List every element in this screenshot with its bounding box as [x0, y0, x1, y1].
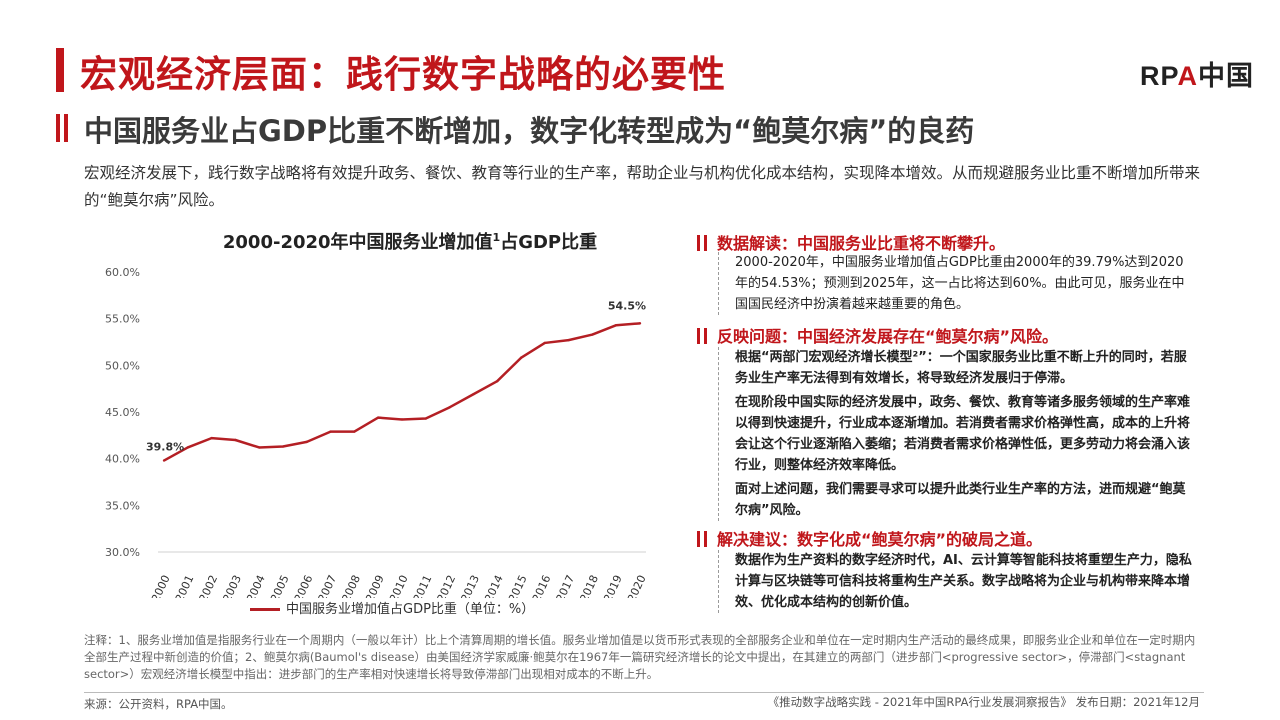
- data-point: [353, 430, 356, 433]
- y-tick-label: 60.0%: [105, 266, 140, 279]
- subtitle-accent-bars: [56, 114, 70, 142]
- x-tick-label: 2004: [244, 573, 268, 598]
- logo-text-cn: 中国: [1198, 61, 1255, 91]
- source-note: 来源：公开资料，RPA中国。: [84, 697, 233, 711]
- data-point: [448, 406, 451, 409]
- data-point: [638, 322, 642, 325]
- x-tick-label: 2013: [458, 573, 482, 598]
- y-tick-label: 40.0%: [105, 453, 140, 466]
- title-accent-bar: [56, 48, 64, 92]
- y-tick-label: 35.0%: [105, 499, 140, 512]
- section-accent-bars: [697, 235, 711, 251]
- footer-divider: [84, 692, 1204, 693]
- section-paragraph: 在现阶段中国实际的经济发展中，政务、餐饮、教育等诸多服务领域的生产率难以得到快速…: [735, 395, 1191, 473]
- data-point: [258, 446, 261, 449]
- legend-swatch: [250, 608, 280, 611]
- x-tick-label: 2016: [530, 573, 554, 598]
- data-label-first: 39.8%: [146, 441, 184, 454]
- section-data-interpretation-body: 2000-2020年，中国服务业增加值占GDP比重由2000年的39.79%达到…: [718, 252, 1195, 315]
- x-tick-label: 2006: [292, 573, 316, 598]
- data-point: [519, 356, 523, 360]
- section-paragraph: 数据作为生产资料的数字经济时代，AI、云计算等智能科技将重塑生产力，隐私计算与区…: [735, 553, 1192, 610]
- publication-info: 《推动数字战略实践 - 2021年中国RPA行业发展洞察报告》 发布日期：202…: [767, 695, 1200, 709]
- section-solution-heading: 解决建议：数字化成“鲍莫尔病”的破局之道。: [697, 526, 1042, 550]
- x-tick-label: 2011: [411, 573, 435, 598]
- x-tick-label: 2014: [482, 573, 506, 598]
- data-point: [472, 393, 475, 396]
- legend-label: 中国服务业增加值占GDP比重（单位：%）: [286, 602, 535, 617]
- section-problem-body: 根据“两部门宏观经济增长模型²”：一个国家服务业比重不断上升的同时，若服务业生产…: [718, 347, 1195, 521]
- page-title: 宏观经济层面：践行数字战略的必要性: [80, 53, 726, 96]
- chart-title-tail: 占GDP比重: [500, 232, 598, 253]
- chart-title-footnote-ref: 1: [492, 231, 501, 244]
- x-tick-label: 2010: [387, 573, 411, 598]
- y-tick-label: 55.0%: [105, 313, 140, 326]
- section-heading-text: 反映问题：中国经济发展存在“鲍莫尔病”风险。: [717, 327, 1059, 346]
- footnotes: 注释：1、服务业增加值是指服务行业在一个周期内（一般以年计）比上个清算周期的增长…: [84, 633, 1196, 681]
- section-heading-text: 解决建议：数字化成“鲍莫尔病”的破局之道。: [717, 530, 1043, 549]
- x-tick-label: 2001: [173, 573, 197, 598]
- chart-title-main: 2000-2020年中国服务业增加值: [222, 232, 493, 253]
- data-point: [615, 324, 618, 327]
- section-paragraph: 根据“两部门宏观经济增长模型²”：一个国家服务业比重不断上升的同时，若服务业生产…: [735, 350, 1187, 386]
- data-point: [424, 417, 427, 420]
- data-label-last: 54.5%: [608, 299, 646, 312]
- rpa-china-logo: RPA中国: [1140, 54, 1254, 93]
- data-point: [377, 416, 380, 419]
- section-solution-body: 数据作为生产资料的数字经济时代，AI、云计算等智能科技将重塑生产力，隐私计算与区…: [718, 550, 1195, 613]
- y-tick-label: 45.0%: [105, 406, 140, 419]
- x-tick-label: 2003: [220, 573, 244, 598]
- data-point: [400, 418, 404, 421]
- data-point: [329, 430, 332, 433]
- data-point: [162, 459, 166, 462]
- service-gdp-line-chart: 30.0%35.0%40.0%45.0%50.0%55.0%60.0%2000 2…: [105, 266, 649, 598]
- data-point: [186, 446, 189, 449]
- y-tick-label: 50.0%: [105, 359, 140, 372]
- section-problem-heading: 反映问题：中国经济发展存在“鲍莫尔病”风险。: [697, 323, 1058, 347]
- section-accent-bars: [697, 328, 711, 344]
- x-tick-label: 2005: [268, 573, 292, 598]
- data-point: [567, 338, 570, 342]
- chart-legend: 中国服务业增加值占GDP比重（单位：%）: [250, 598, 650, 617]
- chart-title: 2000-2020年中国服务业增加值1占GDP比重: [150, 228, 670, 254]
- section-data-interpretation-heading: 数据解读：中国服务业比重将不断攀升。: [697, 230, 1005, 254]
- section-heading-text: 数据解读：中国服务业比重将不断攀升。: [717, 234, 1006, 253]
- x-tick-label: 2017: [554, 573, 578, 598]
- x-tick-label: 2019: [601, 573, 625, 598]
- x-tick-label: 2018: [577, 573, 601, 598]
- page-subtitle: 中国服务业占GDP比重不断增加，数字化转型成为“鲍莫尔病”的良药: [84, 114, 975, 148]
- x-tick-label: 2009: [363, 573, 387, 598]
- intro-paragraph: 宏观经济发展下，践行数字战略将有效提升政务、餐饮、教育等行业的生产率，帮助企业与…: [84, 164, 1201, 209]
- data-point: [281, 445, 285, 448]
- x-tick-label: 2008: [339, 573, 363, 598]
- section-paragraph: 面对上述问题，我们需要寻求可以提升此类行业生产率的方法，进而规避“鲍莫尔病”风险…: [735, 482, 1186, 518]
- x-tick-label: 2015: [506, 573, 530, 598]
- x-tick-label: 2020: [625, 573, 649, 598]
- data-point: [305, 440, 308, 444]
- x-tick-label: 2007: [316, 573, 340, 598]
- data-point: [234, 438, 237, 442]
- logo-text-rp: RP: [1140, 61, 1178, 91]
- data-point: [210, 436, 213, 440]
- data-point: [591, 333, 594, 336]
- x-tick-label: 2000: [149, 573, 173, 598]
- data-point: [543, 341, 546, 345]
- section-accent-bars: [697, 531, 711, 547]
- data-point: [496, 380, 499, 383]
- y-tick-label: 30.0%: [105, 546, 140, 559]
- x-tick-label: 2012: [435, 573, 459, 598]
- x-tick-label: 2002: [197, 573, 221, 598]
- section-paragraph: 2000-2020年，中国服务业增加值占GDP比重由2000年的39.79%达到…: [735, 255, 1185, 312]
- logo-text-a: A: [1177, 61, 1199, 91]
